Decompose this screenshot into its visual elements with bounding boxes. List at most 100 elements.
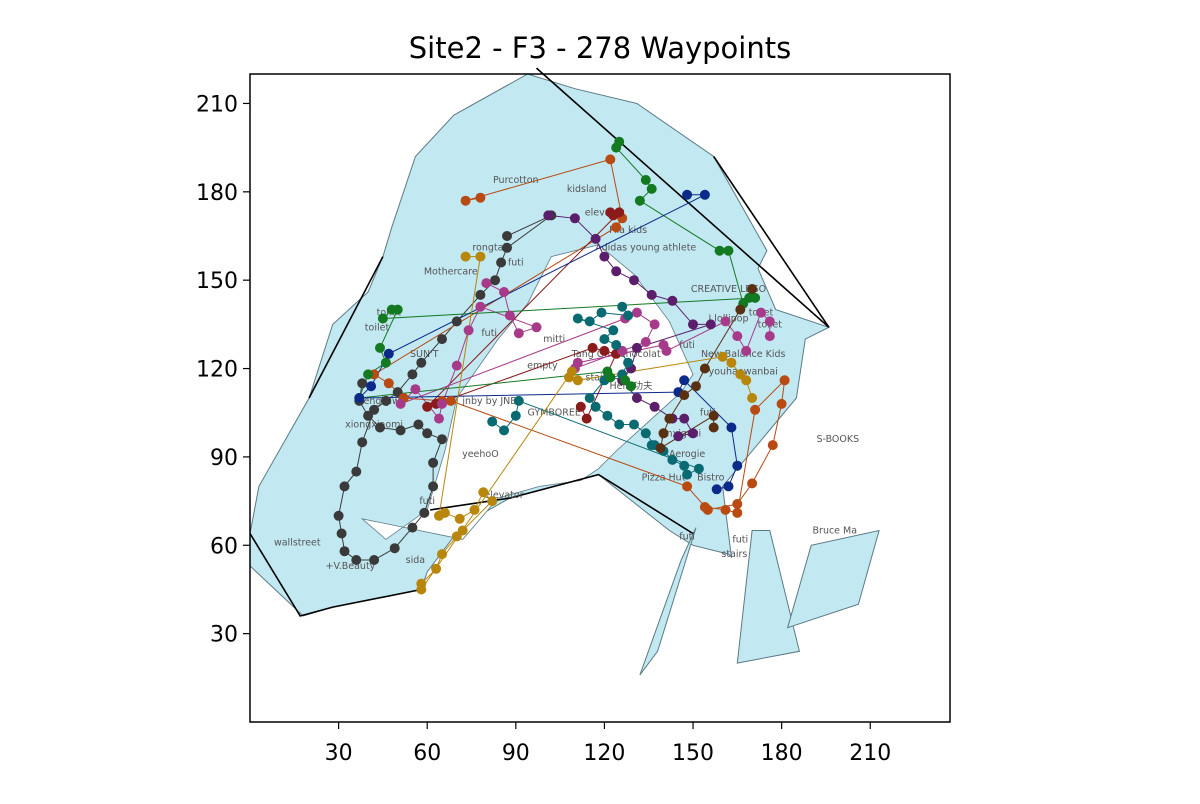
waypoint-dot bbox=[460, 195, 471, 206]
shop-label: futi bbox=[732, 534, 748, 545]
waypoint-dot bbox=[667, 295, 678, 306]
x-tick-label: 210 bbox=[849, 741, 891, 766]
walls-layer bbox=[249, 67, 830, 617]
waypoint-dot bbox=[437, 334, 447, 345]
waypoint-dot bbox=[581, 413, 592, 424]
waypoint-dot bbox=[451, 360, 462, 371]
wall-line bbox=[713, 156, 830, 328]
waypoint-dot bbox=[682, 481, 693, 492]
waypoint-dot bbox=[776, 398, 787, 409]
shop-label: elevator bbox=[585, 207, 624, 218]
waypoint-dot bbox=[475, 192, 486, 203]
waypoint-dot bbox=[407, 522, 418, 533]
shop-label: stairs bbox=[586, 372, 612, 383]
waypoint-dot bbox=[584, 393, 595, 403]
x-tick-label: 120 bbox=[583, 741, 625, 766]
waypoint-dot bbox=[623, 357, 634, 368]
shop-label: +V.Beauty bbox=[325, 561, 375, 572]
wall-line bbox=[249, 533, 422, 617]
waypoint-path bbox=[659, 288, 753, 450]
shop-label: Bistro bbox=[697, 473, 725, 484]
x-tick-label: 150 bbox=[672, 741, 714, 766]
waypoint-dot bbox=[463, 325, 474, 336]
waypoint-dot bbox=[679, 413, 690, 424]
shop-label: Bruce Ma bbox=[813, 526, 858, 537]
shop-label: jnby by JNBY bbox=[461, 396, 522, 407]
waypoint-dot bbox=[735, 304, 746, 315]
waypoint-dot bbox=[454, 513, 465, 524]
waypoint-dot bbox=[631, 393, 642, 403]
waypoint-dot bbox=[383, 378, 394, 389]
waypoint-dot bbox=[363, 369, 374, 380]
waypoints-layer bbox=[333, 136, 790, 595]
waypoint-dot bbox=[543, 210, 554, 221]
waypoint-dot bbox=[732, 499, 743, 509]
shop-label: yeehoO bbox=[462, 449, 499, 460]
waypoint-dot bbox=[723, 481, 734, 492]
waypoint-dot bbox=[502, 231, 512, 241]
waypoint-dot bbox=[572, 313, 583, 324]
waypoint-dot bbox=[682, 469, 693, 480]
waypoint-dot bbox=[764, 331, 775, 342]
waypoint-dot bbox=[339, 546, 350, 557]
axes-layer: 30 60 90 120 150 180 210 30 60 90 120 150 180 210 bbox=[196, 92, 891, 766]
x-tick-label: 180 bbox=[761, 741, 803, 766]
waypoint-dot bbox=[732, 460, 743, 471]
waypoint-dot bbox=[640, 428, 651, 439]
waypoint-dot bbox=[428, 457, 439, 468]
waypoint-dot bbox=[629, 419, 639, 430]
waypoint-dot bbox=[475, 289, 486, 300]
waypoint-dot bbox=[691, 381, 701, 392]
waypoint-dot bbox=[649, 319, 660, 330]
waypoint-dot bbox=[419, 507, 430, 518]
shop-label: kidsland bbox=[567, 184, 607, 195]
shop-label: wallstreet bbox=[274, 537, 321, 548]
shop-label: futi bbox=[419, 496, 435, 507]
shop-label: futi bbox=[508, 258, 524, 269]
waypoint-path bbox=[420, 256, 753, 592]
waypoint-dot bbox=[602, 410, 613, 421]
waypoint-dot bbox=[699, 189, 710, 200]
waypoint-dot bbox=[705, 319, 716, 330]
waypoint-dot bbox=[389, 543, 400, 554]
waypoint-dot bbox=[711, 484, 722, 495]
waypoint-dot bbox=[699, 502, 710, 512]
waypoint-dot bbox=[756, 307, 766, 318]
waypoint-dot bbox=[366, 381, 377, 392]
shop-label: Mothercare bbox=[424, 266, 478, 277]
waypoint-dot bbox=[640, 175, 651, 185]
waypoint-dot bbox=[487, 496, 498, 507]
waypoint-dot bbox=[469, 504, 480, 515]
waypoint-dot bbox=[499, 287, 509, 297]
waypoint-dot bbox=[599, 251, 610, 262]
waypoint-dot bbox=[679, 390, 690, 401]
waypoint-dot bbox=[720, 504, 731, 515]
waypoint-dot bbox=[590, 401, 601, 412]
shop-label: SUN'T bbox=[410, 349, 439, 360]
waypoint-dot bbox=[679, 375, 690, 386]
waypoint-dot bbox=[708, 422, 719, 433]
x-tick-label: 60 bbox=[413, 741, 441, 766]
waypoint-dot bbox=[717, 351, 728, 362]
y-tick-label: 210 bbox=[196, 92, 238, 117]
waypoint-dot bbox=[380, 395, 391, 406]
waypoint-dot bbox=[499, 425, 509, 436]
waypoint-dot bbox=[354, 393, 365, 403]
waypoint-dot bbox=[437, 398, 447, 409]
waypoint-dot bbox=[747, 478, 758, 489]
shop-label: Adidas young athlete bbox=[595, 243, 696, 254]
shop-label: futi bbox=[679, 531, 695, 542]
shop-label: rongtai bbox=[472, 243, 506, 254]
waypoint-dot bbox=[631, 307, 642, 318]
waypoint-dot bbox=[375, 342, 385, 353]
x-tick-label: 90 bbox=[502, 741, 530, 766]
waypoint-dot bbox=[383, 348, 394, 359]
waypoint-dot bbox=[502, 242, 512, 253]
waypoint-dot bbox=[658, 428, 669, 439]
waypoint-dot bbox=[646, 289, 657, 300]
waypoint-dot bbox=[679, 460, 690, 471]
waypoint-dot bbox=[333, 510, 344, 521]
waypoint-dot bbox=[611, 222, 622, 233]
